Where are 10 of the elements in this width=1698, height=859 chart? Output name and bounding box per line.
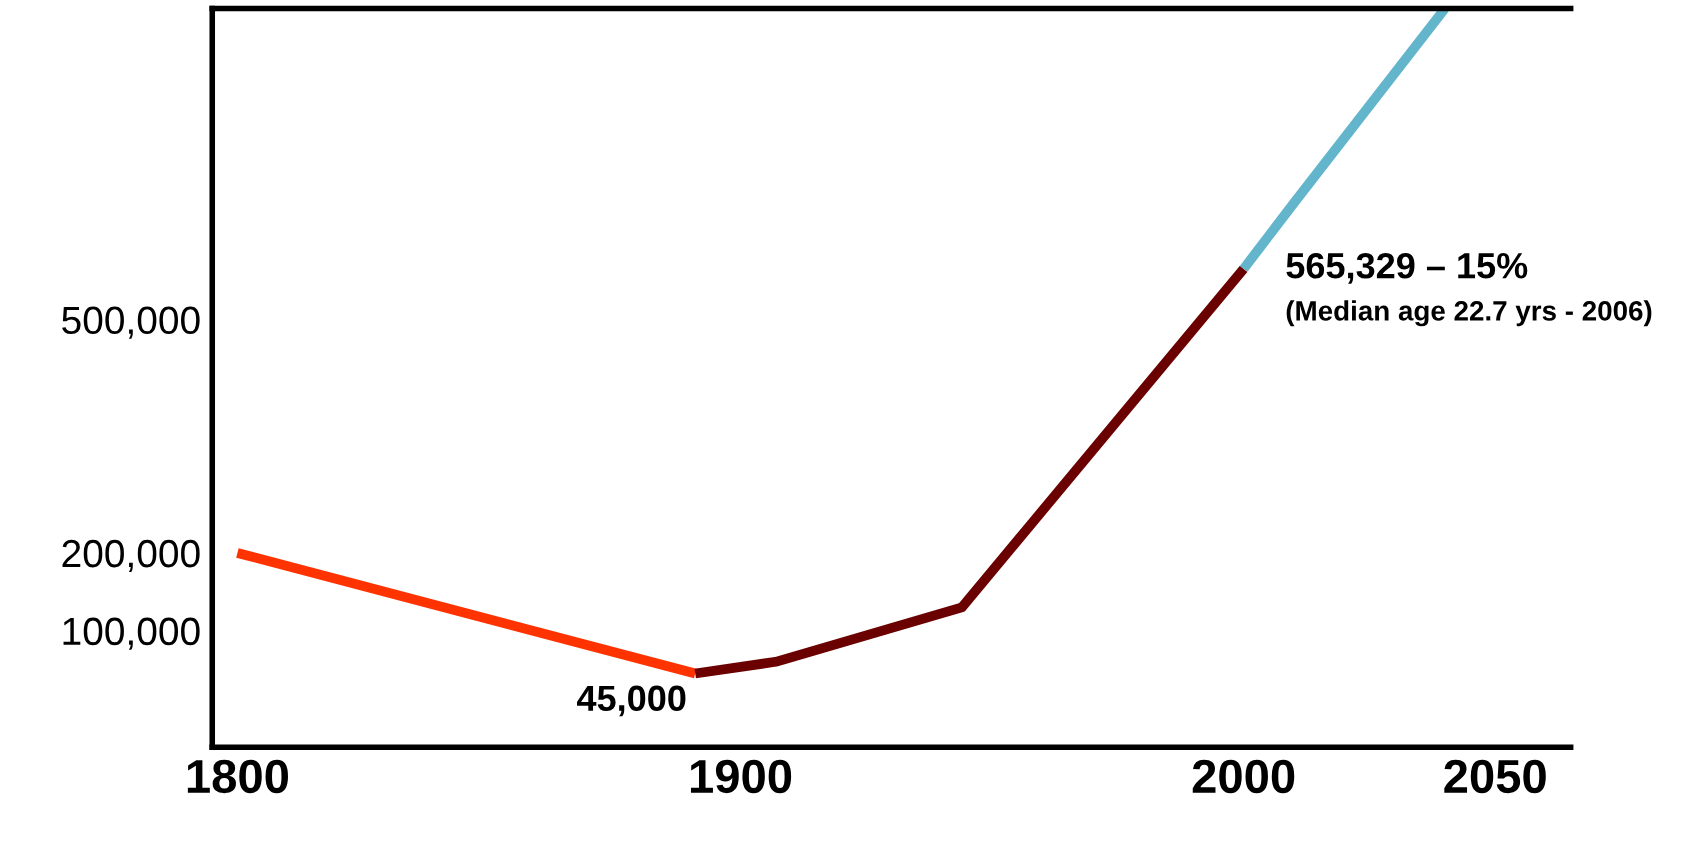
y-tick-label: 200,000 [62, 539, 200, 572]
annotation: 45,000 [577, 685, 686, 717]
y-tick-label: 500,000 [62, 306, 200, 339]
annotation: (Median age 22.7 yrs - 2006) [1286, 300, 1652, 327]
y-tick-label: 100,000 [63, 617, 200, 650]
x-tick-label: 2000 [1192, 759, 1295, 794]
x-tick-label: 2050 [1444, 759, 1546, 794]
x-tick-label: 1900 [690, 759, 792, 794]
annotation: 565,329 – 15% [1286, 252, 1528, 284]
x-tick-label: 1800 [187, 759, 288, 794]
